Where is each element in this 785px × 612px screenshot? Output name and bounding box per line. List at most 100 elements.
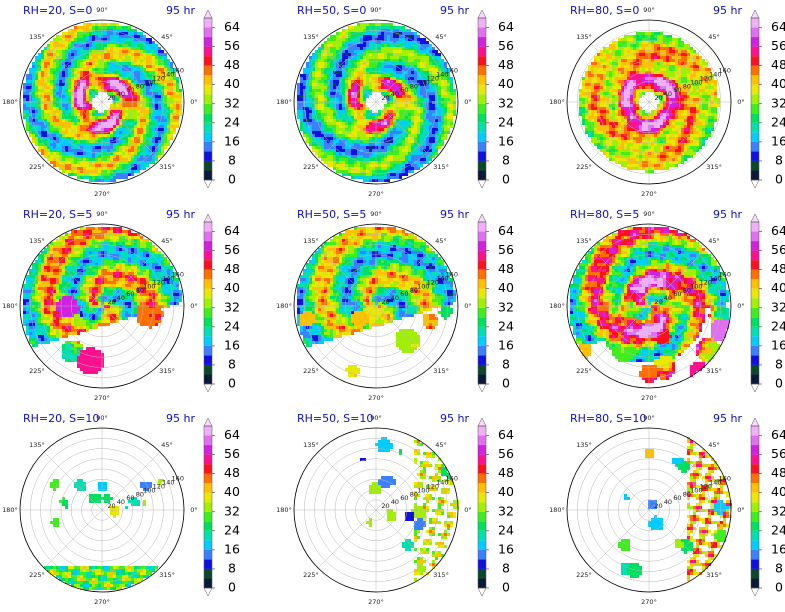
colorbar-segment	[751, 464, 759, 474]
colorbar-tick-label: 8	[228, 152, 236, 167]
polar-plot: 20 40 60 80 1001201401600°45°90°135°180°225°…	[276, 210, 514, 402]
colorbar-extend-max	[750, 213, 760, 223]
radial-tick-label: 120	[700, 482, 712, 490]
angular-gridline	[375, 43, 435, 103]
polar-frame	[566, 19, 732, 185]
colorbar-frame	[477, 425, 487, 589]
colorbar-segment	[204, 345, 212, 356]
colorbar-tick-label: 48	[498, 465, 514, 480]
colorbar-segment	[204, 454, 212, 465]
panel-time: 95 hr	[713, 412, 742, 425]
angular-gridline	[101, 451, 161, 511]
colorbar-tick-label: 24	[224, 114, 240, 129]
radial-tick-label: 80	[683, 286, 691, 294]
angle-tick-label: 315°	[433, 163, 449, 171]
radial-tick-label: 100	[417, 78, 429, 86]
angle-tick-label: 270°	[368, 598, 384, 606]
polar-frame	[293, 427, 459, 593]
colorbar-segment	[204, 65, 212, 76]
colorbar-segment	[478, 511, 486, 522]
colorbar-frame	[477, 17, 487, 181]
colorbar-segment	[478, 454, 486, 465]
colorbar-segment	[478, 473, 486, 484]
colorbar-segment	[751, 473, 759, 484]
angle-tick-label: 225°	[29, 367, 45, 375]
radial-tick-label: 160	[172, 67, 184, 75]
colorbar-segment	[204, 549, 212, 560]
colorbar-tick-label: 64	[771, 427, 785, 442]
radial-tick-label: 100	[143, 78, 155, 86]
colorbar-segment	[478, 364, 486, 375]
colorbar-segment	[751, 160, 759, 171]
colorbar-segment	[751, 103, 759, 114]
colorbar: 0 8 16 24 32 40 48 56 64	[477, 213, 514, 393]
angle-tick-label: 45°	[161, 33, 173, 41]
colorbar-segment	[751, 549, 759, 560]
colorbar-tick-label: 40	[224, 484, 240, 499]
radial-tick-label: 100	[690, 282, 702, 290]
angular-gridline	[43, 305, 103, 365]
radial-tick-label: 140	[162, 479, 174, 487]
angle-tick-label: 0°	[190, 506, 197, 514]
colorbar-tick-label: 64	[224, 427, 240, 442]
radial-tick-label: 120	[427, 74, 439, 82]
colorbar-segment	[478, 132, 486, 142]
colorbar-tick-label: 32	[224, 95, 240, 110]
colorbar-segment	[204, 279, 212, 289]
colorbar-tick-label: 64	[498, 223, 514, 238]
panel-title: RH=50, S=5	[297, 208, 367, 221]
colorbar-segment	[751, 559, 759, 569]
colorbar-segment	[751, 56, 759, 66]
radial-tick-label: 20	[381, 502, 389, 510]
radial-tick-label: 140	[709, 479, 721, 487]
colorbar-segment	[751, 288, 759, 299]
colorbar-tick-label: 24	[771, 114, 785, 129]
colorbar-segment	[478, 27, 486, 38]
colorbar-segment	[751, 326, 759, 337]
colorbar-tick-label: 40	[771, 76, 785, 91]
colorbar-segment	[204, 435, 212, 446]
radial-tick-label: 20	[654, 94, 662, 102]
radial-tick-label: 80	[410, 490, 418, 498]
polar-frame	[566, 223, 732, 389]
colorbar-tick-label: 0	[502, 580, 510, 595]
colorbar-tick-label: 48	[224, 57, 240, 72]
colorbar-segment	[751, 241, 759, 251]
colorbar-segment	[478, 435, 486, 446]
colorbar-segment	[204, 336, 212, 346]
radial-tick-label: 20	[107, 502, 115, 510]
radial-tick-label: 20	[107, 94, 115, 102]
colorbar-extend-min	[477, 587, 487, 597]
colorbar-tick-label: 16	[771, 337, 785, 352]
colorbar-segment	[204, 18, 212, 28]
colorbar-segment	[751, 170, 759, 180]
colorbar-tick-label: 16	[498, 541, 514, 556]
panel-time: 95 hr	[713, 4, 742, 17]
colorbar-tick-label: 8	[775, 560, 783, 575]
colorbar-segment	[478, 578, 486, 588]
colorbar-segment	[478, 317, 486, 327]
colorbar-segment	[478, 231, 486, 242]
colorbar-tick-label: 8	[502, 152, 510, 167]
colorbar-segment	[204, 355, 212, 365]
radial-tick-label: 60	[400, 290, 408, 298]
colorbar-tick-label: 0	[775, 172, 783, 187]
colorbar-segment	[751, 27, 759, 38]
angular-gridline	[101, 43, 161, 103]
colorbar-tick-label: 8	[775, 152, 783, 167]
angle-tick-label: 135°	[29, 441, 45, 449]
radial-tick-label: 160	[172, 475, 184, 483]
colorbar-segment	[478, 113, 486, 123]
polar-plot: 20 40 60 80 1001201401600°45°90°135°180°225°…	[549, 414, 785, 606]
colorbar-segment	[478, 355, 486, 365]
angle-tick-label: 135°	[303, 441, 319, 449]
angular-gridline	[317, 247, 377, 307]
radial-tick-label: 120	[427, 482, 439, 490]
colorbar-segment	[204, 473, 212, 484]
colorbar-segment	[751, 141, 759, 152]
colorbar-segment	[478, 151, 486, 161]
panel-rh20-s10: 20 40 60 80 100 120 140 160 0° 45° 90° 135° 180° 225°…	[0, 408, 262, 612]
colorbar-segment	[751, 84, 759, 95]
panel-rh80-s0: 20 40 60 80 100 120 140 160 0° 45° 90° 135° 180° 225°…	[547, 0, 785, 204]
